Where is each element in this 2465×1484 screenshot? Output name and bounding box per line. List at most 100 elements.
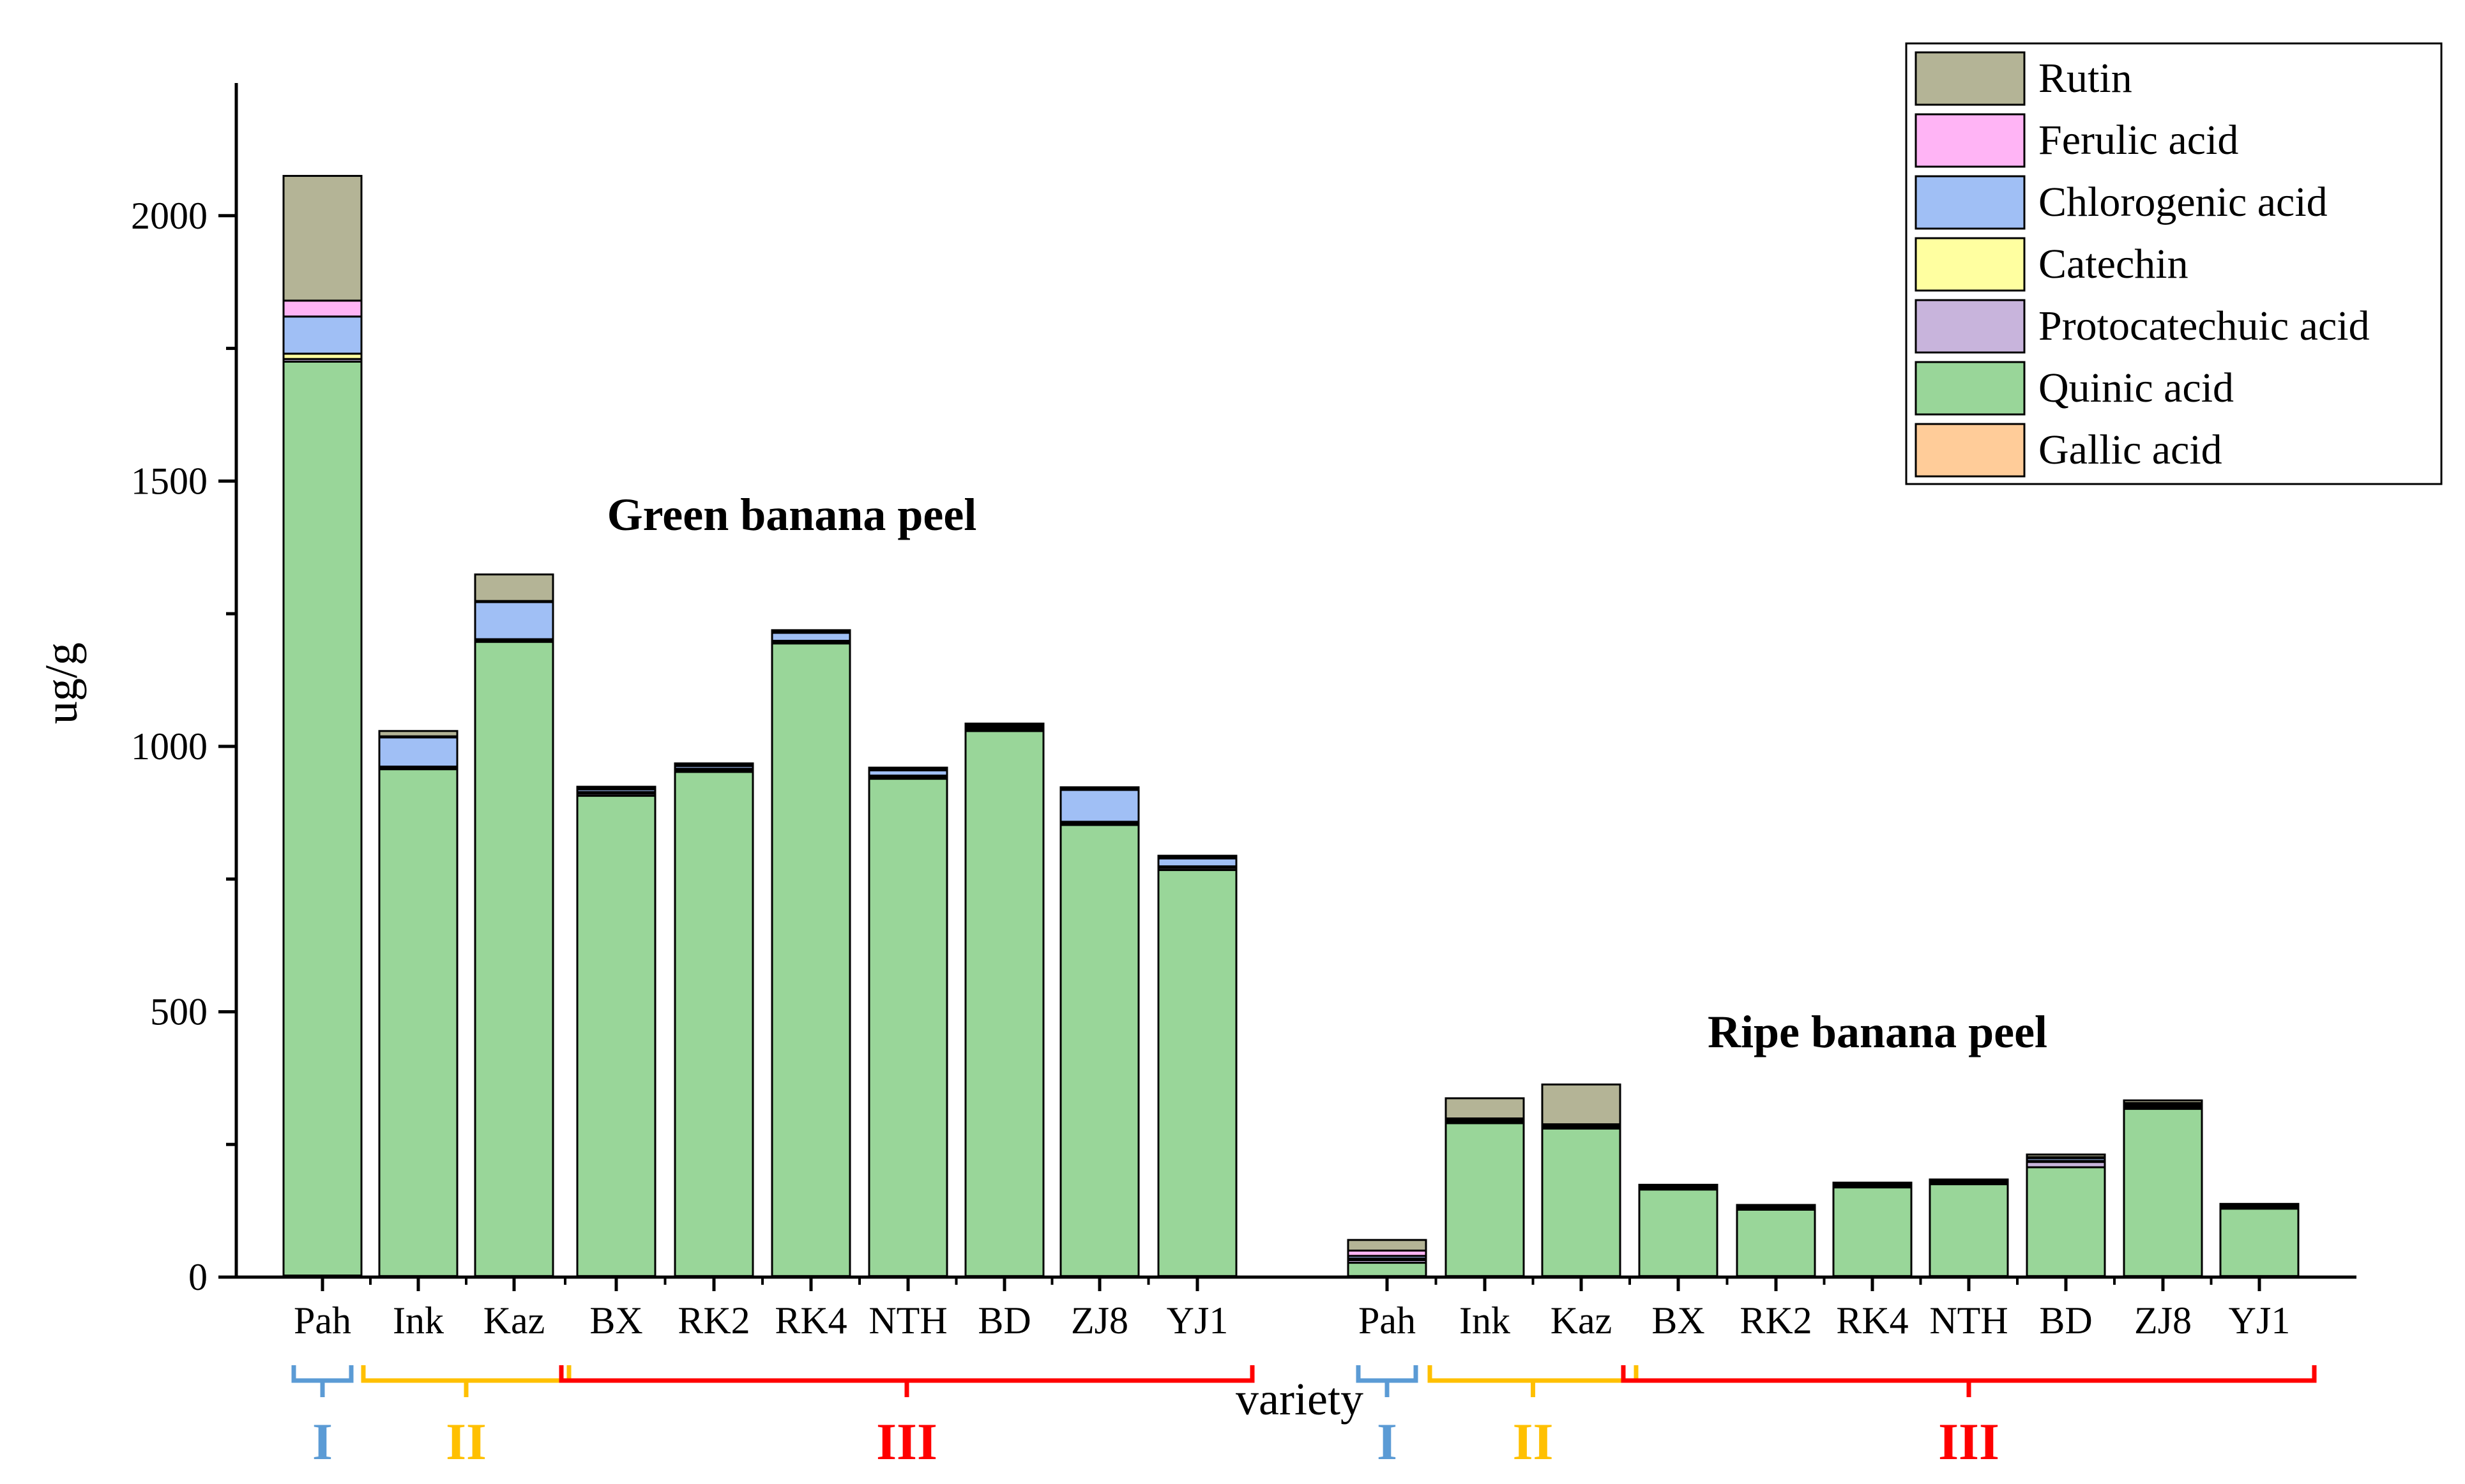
bar-segment-rutin <box>1157 854 1238 859</box>
bar-stack-green-nth <box>868 766 948 1278</box>
x-tick-label: Ink <box>1459 1299 1510 1342</box>
bar-segment-rutin <box>1059 786 1140 790</box>
bar-segment-chloro <box>1059 789 1140 823</box>
bar-stack-ripe-ink <box>1445 1097 1525 1278</box>
bar-stack-green-kaz <box>474 573 554 1278</box>
bar-segment-quinic <box>1832 1186 1913 1277</box>
x-tick-label: Ink <box>393 1299 444 1342</box>
legend-label-rutin: Rutin <box>2038 55 2132 102</box>
legend-label-quinic: Quinic acid <box>2038 365 2234 411</box>
bar-segment-quinic <box>964 730 1045 1277</box>
x-tick-label: ZJ8 <box>1071 1299 1128 1342</box>
legend-swatch-chloro <box>1915 175 2026 230</box>
bar-stack-ripe-nth <box>1929 1178 2009 1278</box>
bar-segment-rutin <box>2219 1202 2300 1207</box>
bar-segment-quinic <box>868 778 948 1277</box>
bar-stack-ripe-bx <box>1638 1183 1718 1278</box>
group-bracket-iii <box>559 1365 1255 1397</box>
bar-stack-ripe-kaz <box>1541 1083 1621 1278</box>
x-tick-label: RK4 <box>1836 1299 1908 1342</box>
legend-swatch-proto <box>1915 299 2026 354</box>
group-label-i: I <box>312 1412 333 1471</box>
group-label-ii: II <box>1513 1412 1554 1471</box>
legend-swatch-gallic <box>1915 423 2026 478</box>
legend-label-proto: Protocatechuic acid <box>2038 303 2370 349</box>
x-tick-label: NTH <box>868 1299 947 1342</box>
x-tick-label: BD <box>978 1299 1031 1342</box>
bar-stack-green-zj8 <box>1059 786 1140 1278</box>
bar-segment-rutin <box>1347 1239 1427 1252</box>
bar-segment-rutin <box>1445 1097 1525 1119</box>
panel-title-green: Green banana peel <box>607 489 977 540</box>
x-tick-label: Kaz <box>1551 1299 1612 1342</box>
group-bracket-i <box>1356 1365 1418 1397</box>
group-bracket-ii <box>361 1365 572 1397</box>
bar-segment-rutin <box>868 766 948 771</box>
variety-groups: I II III I II III <box>291 1365 2317 1471</box>
bar-stack-ripe-bd <box>2026 1153 2106 1278</box>
legend-swatch-rutin <box>1915 51 2026 106</box>
x-tick-label: BX <box>589 1299 642 1342</box>
x-tick-label: BX <box>1651 1299 1704 1342</box>
bar-stack-ripe-pah <box>1347 1239 1427 1278</box>
bar-segment-rutin <box>2026 1153 2106 1158</box>
x-tick-label: RK4 <box>775 1299 847 1342</box>
x-tick-label: Kaz <box>483 1299 545 1342</box>
bar-segment-quinic <box>1059 824 1140 1277</box>
bar-segment-rutin <box>1541 1083 1621 1126</box>
bar-segment-rutin <box>1832 1181 1913 1186</box>
bar-segment-rutin <box>282 174 363 302</box>
bar-segment-quinic <box>1157 869 1238 1277</box>
bar-stack-green-pah <box>282 174 363 1278</box>
legend-swatch-ferulic <box>1915 113 2026 168</box>
x-tick-label: RK2 <box>678 1299 750 1342</box>
panel-title-ripe: Ripe banana peel <box>1708 1006 2047 1057</box>
bar-stack-green-bd <box>964 722 1045 1278</box>
bar-segment-chloro <box>771 632 851 642</box>
legend-label-catechin: Catechin <box>2038 241 2188 287</box>
bar-segment-quinic <box>1638 1188 1718 1277</box>
group-label-i: I <box>1377 1412 1397 1471</box>
x-tick-label: YJ1 <box>1167 1299 1229 1342</box>
axes-layer <box>234 83 2356 1279</box>
x-ticks: Pah Ink Kaz BX RK2 RK4 NTH BD ZJ8 YJ1 Pah Ink Kaz BX R… <box>294 1277 2290 1342</box>
bar-stack-green-ink <box>378 730 459 1278</box>
x-tick-label: NTH <box>1929 1299 2008 1342</box>
legend-label-ferulic: Ferulic acid <box>2038 117 2238 163</box>
group-label-iii: III <box>876 1412 937 1471</box>
bar-stack-ripe-zj8 <box>2123 1099 2203 1278</box>
x-tick-label: Pah <box>294 1299 351 1342</box>
bar-segment-rutin <box>378 730 459 738</box>
x-axis-title: variety <box>1236 1374 1363 1425</box>
group-bracket-ii <box>1427 1365 1639 1397</box>
y-tick-label: 1000 <box>131 725 208 768</box>
bar-segment-quinic <box>2026 1166 2106 1277</box>
bar-stack-green-rk2 <box>674 762 754 1278</box>
bar-segment-chloro <box>1157 857 1238 868</box>
bar-segment-quinic <box>1445 1122 1525 1277</box>
group-bracket-iii <box>1621 1365 2317 1397</box>
bar-segment-quinic <box>771 642 851 1277</box>
bar-stack-green-bx <box>576 785 656 1278</box>
group-label-iii: III <box>1938 1412 1999 1471</box>
bar-segment-quinic <box>674 771 754 1277</box>
bar-segment-quinic <box>2219 1208 2300 1277</box>
y-tick-label: 0 <box>188 1256 208 1298</box>
bar-segment-rutin <box>674 762 754 766</box>
y-ticks: 0 500 1000 1500 2000 <box>131 195 236 1298</box>
bar-segment-quinic <box>1541 1127 1621 1277</box>
bar-segment-rutin <box>474 573 554 602</box>
bar-segment-chloro <box>474 601 554 640</box>
x-tick-label: Pah <box>1358 1299 1416 1342</box>
bar-segment-quinic <box>1929 1183 2009 1277</box>
y-tick-label: 1500 <box>131 460 208 502</box>
bar-segment-rutin <box>964 722 1045 727</box>
bar-segment-quinic <box>2123 1108 2203 1277</box>
group-bracket-i <box>291 1365 354 1397</box>
bar-segment-quinic <box>474 640 554 1277</box>
bar-segment-chloro <box>378 736 459 768</box>
bar-stack-ripe-yj1 <box>2219 1202 2300 1278</box>
x-tick-label: YJ1 <box>2229 1299 2291 1342</box>
bar-segment-rutin <box>771 629 851 633</box>
bar-segment-quinic <box>1347 1262 1427 1277</box>
